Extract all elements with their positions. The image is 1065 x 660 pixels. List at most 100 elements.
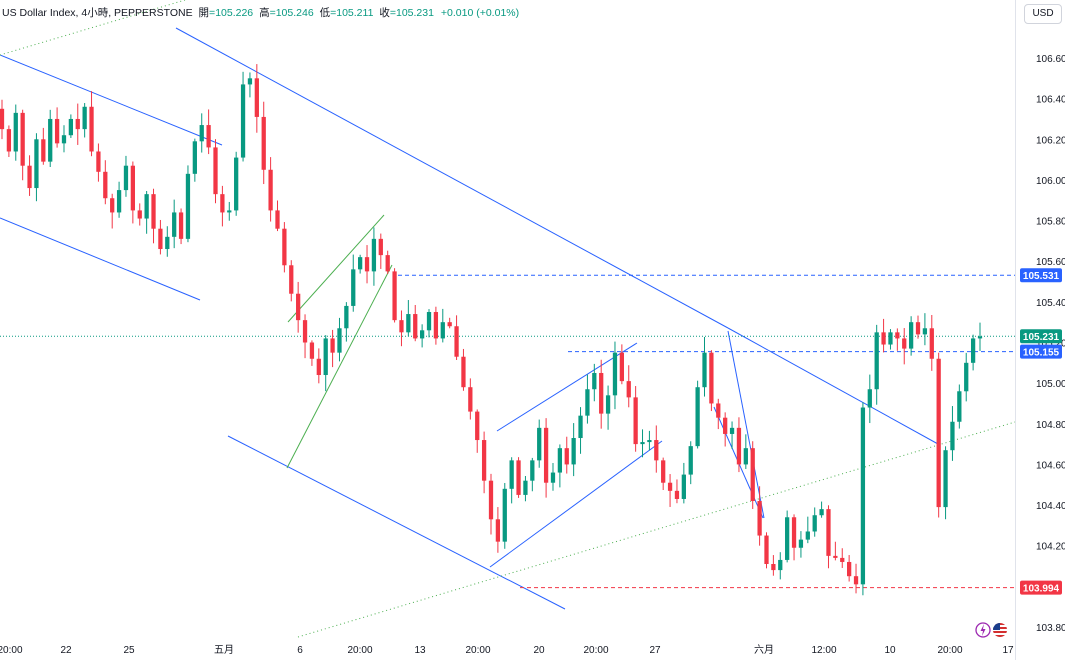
candle-body: [640, 442, 645, 445]
candle: [599, 359, 604, 429]
candle-body: [778, 559, 783, 571]
candle: [440, 308, 445, 343]
y-tick-label: 105.200: [1036, 339, 1065, 350]
dotted-trendline: [0, 0, 186, 56]
y-tick-label: 104.800: [1036, 420, 1065, 431]
candle: [213, 139, 218, 204]
candle: [68, 114, 74, 138]
candle-body: [234, 157, 239, 211]
candle: [847, 555, 852, 582]
high-value: 105.246: [275, 7, 314, 19]
y-tick-label: 104.400: [1036, 501, 1065, 512]
currency-button[interactable]: USD: [1024, 4, 1062, 24]
candle: [75, 103, 80, 145]
candle-body: [275, 210, 280, 229]
candle: [557, 444, 563, 488]
candle: [89, 91, 94, 157]
candle: [447, 317, 452, 329]
candle: [612, 341, 618, 410]
candle-body: [619, 352, 624, 382]
candle-body: [888, 332, 893, 345]
candle-body: [681, 474, 686, 499]
candle: [833, 541, 838, 561]
candle-body: [847, 561, 852, 577]
candle-body: [399, 320, 404, 333]
candle: [454, 315, 459, 360]
high-label: 高: [259, 7, 270, 19]
candle-body: [922, 328, 928, 335]
candle-body: [68, 118, 74, 136]
candle: [667, 474, 673, 507]
candle: [41, 127, 46, 165]
candle-body: [96, 151, 101, 172]
candle-body: [378, 238, 383, 256]
x-tick-label: 20:00: [583, 645, 608, 656]
candle: [54, 107, 60, 148]
candle: [20, 109, 25, 181]
lightning-icon[interactable]: [975, 622, 991, 638]
symbol-title[interactable]: US Dollar Index, 4小時, PEPPERSTONE: [2, 7, 193, 19]
candle-body: [578, 415, 583, 439]
candle: [282, 222, 287, 273]
candle: [302, 314, 308, 359]
candle: [688, 441, 693, 485]
trendline-drawings: [0, 0, 1016, 638]
price-label-box: [1020, 268, 1062, 283]
candle: [48, 109, 53, 168]
x-tick-label: 22: [60, 645, 72, 656]
candle: [530, 457, 535, 492]
candle: [537, 419, 542, 468]
candle: [812, 507, 817, 537]
y-tick-label: 105.000: [1036, 379, 1065, 390]
candle-body: [371, 238, 377, 272]
trendline: [727, 327, 939, 445]
candle: [605, 385, 611, 430]
candle-body: [791, 517, 797, 548]
price-label-text: 103.994: [1023, 584, 1060, 595]
change-value: +0.010 (+0.01%): [440, 7, 520, 19]
candle: [619, 344, 624, 385]
candle: [585, 374, 590, 424]
candle-body: [970, 338, 976, 363]
candle-body: [757, 501, 762, 536]
x-tick-label: 20:00: [0, 645, 23, 656]
candle: [199, 113, 204, 153]
candle: [915, 315, 921, 339]
candle-body: [6, 129, 12, 152]
candle: [488, 473, 494, 535]
candle-body: [440, 322, 445, 339]
candle: [413, 304, 418, 342]
candle-body: [454, 326, 459, 357]
candle: [936, 352, 941, 518]
candle: [364, 245, 370, 284]
candle: [330, 329, 335, 368]
close-value: 105.231: [396, 7, 434, 19]
candle: [633, 386, 638, 452]
candle-body: [516, 460, 521, 495]
us-flag-icon[interactable]: [993, 623, 1007, 637]
candle: [674, 479, 680, 504]
candle-body: [826, 509, 831, 556]
candle-body: [564, 448, 569, 465]
price-axis-border: [1015, 0, 1016, 660]
chart-badges: [975, 622, 1007, 638]
candle: [227, 201, 232, 221]
candle: [323, 335, 328, 392]
price-label-box: [1020, 329, 1062, 344]
candle-body: [27, 165, 32, 189]
candle: [661, 457, 666, 490]
candle: [729, 421, 735, 449]
candle: [922, 313, 928, 346]
time-axis[interactable]: 20:00 22 25 五月 6 20:00 13 20:00 20 20:00 27 六月 12:00…: [0, 644, 1014, 656]
candle-body: [433, 312, 439, 339]
x-tick-label: 20:00: [347, 645, 372, 656]
candle-body: [530, 460, 535, 481]
candle: [296, 281, 301, 333]
candle: [275, 200, 280, 232]
candle: [289, 260, 294, 302]
candle-body: [89, 106, 94, 152]
candle-body: [302, 320, 308, 343]
candle-body: [344, 305, 349, 329]
price-axis[interactable]: 106.600 106.400 106.200 106.000 105.800 105.6…: [1036, 54, 1065, 634]
